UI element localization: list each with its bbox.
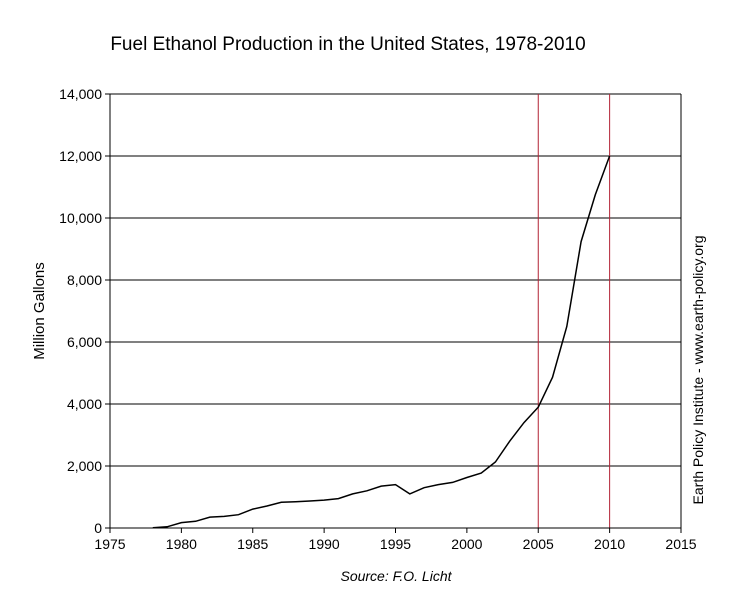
x-tick-label: 2005 bbox=[523, 536, 554, 552]
y-axis-label: Million Gallons bbox=[31, 262, 48, 360]
y-tick-label: 14,000 bbox=[59, 86, 102, 102]
x-tick-label: 1985 bbox=[237, 536, 268, 552]
axes: 0 2,000 4,000 6,000 8,000 10,000 12,000 14,000 1… bbox=[59, 86, 697, 552]
x-tick-label: 1995 bbox=[380, 536, 411, 552]
y-tick-label: 8,000 bbox=[67, 272, 102, 288]
y-tick-label: 10,000 bbox=[59, 210, 102, 226]
x-tick-label: 1975 bbox=[94, 536, 125, 552]
y-tick-label: 0 bbox=[94, 520, 102, 536]
y-tick-label: 6,000 bbox=[67, 334, 102, 350]
reference-lines bbox=[537, 94, 611, 528]
series-line bbox=[152, 155, 611, 529]
source-note: Source: F.O. Licht bbox=[340, 568, 452, 584]
x-tick-label: 2000 bbox=[451, 536, 482, 552]
x-tick-label: 2015 bbox=[665, 536, 696, 552]
grid bbox=[110, 93, 681, 467]
x-tick-label: 1990 bbox=[309, 536, 340, 552]
y-tick-label: 2,000 bbox=[67, 458, 102, 474]
y-tick-label: 12,000 bbox=[59, 148, 102, 164]
side-note: Earth Policy Institute - www.earth-polic… bbox=[690, 236, 706, 505]
y-tick-label: 4,000 bbox=[67, 396, 102, 412]
x-tick-label: 1980 bbox=[166, 536, 197, 552]
x-tick-label: 2010 bbox=[594, 536, 625, 552]
chart-title: Fuel Ethanol Production in the United St… bbox=[110, 34, 585, 55]
